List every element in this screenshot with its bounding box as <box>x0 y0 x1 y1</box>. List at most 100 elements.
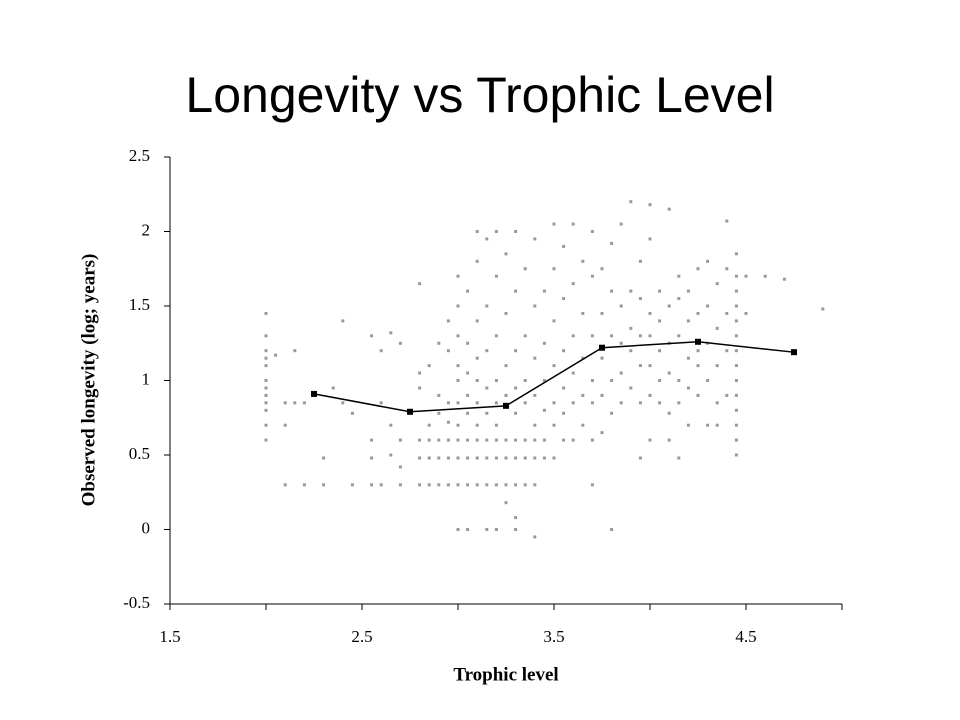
data-point <box>629 386 633 390</box>
data-point <box>475 230 479 233</box>
data-point <box>533 356 537 360</box>
data-point <box>734 423 738 427</box>
x-tick-label: 1.5 <box>159 627 180 646</box>
data-point <box>437 456 441 460</box>
data-point <box>466 438 470 442</box>
y-tick-label: 0 <box>142 518 151 537</box>
data-point <box>571 334 575 338</box>
data-point <box>686 423 690 427</box>
data-point <box>437 438 441 442</box>
data-point <box>533 304 537 308</box>
data-point <box>677 297 681 301</box>
x-tick-label: 2.5 <box>351 627 372 646</box>
data-point <box>648 334 652 338</box>
data-point <box>494 528 498 531</box>
data-point <box>485 411 489 415</box>
x-tick-label: 4.5 <box>735 627 756 646</box>
data-point <box>619 304 623 308</box>
data-point <box>456 423 460 427</box>
data-point <box>562 411 566 415</box>
data-point <box>437 483 441 487</box>
data-point <box>734 364 738 368</box>
data-point <box>533 456 537 460</box>
data-point <box>485 349 489 353</box>
data-point <box>648 203 652 207</box>
data-point <box>734 349 738 353</box>
y-tick-label: 1 <box>142 369 151 388</box>
data-point <box>533 237 537 241</box>
data-point <box>456 528 460 531</box>
data-point <box>523 379 527 382</box>
data-point <box>571 371 575 375</box>
data-point <box>734 438 738 442</box>
data-point <box>475 483 479 487</box>
data-point <box>427 423 431 427</box>
data-point <box>504 393 508 397</box>
data-point <box>446 349 450 353</box>
data-point <box>475 423 479 427</box>
data-point <box>370 456 374 460</box>
data-point <box>437 393 441 397</box>
data-point <box>610 379 614 382</box>
mean-marker <box>503 402 509 409</box>
data-point <box>600 356 604 360</box>
data-point <box>494 423 498 427</box>
data-point <box>638 456 642 460</box>
data-point <box>504 483 508 487</box>
data-point <box>590 379 594 382</box>
data-point <box>552 423 556 427</box>
data-point <box>619 371 623 375</box>
data-point <box>734 408 738 412</box>
mean-marker <box>311 390 317 397</box>
data-point <box>696 311 700 315</box>
data-point <box>715 401 719 405</box>
data-point <box>629 289 633 293</box>
data-point <box>514 456 518 460</box>
data-point <box>619 401 623 405</box>
data-point <box>504 438 508 442</box>
data-point <box>514 411 518 415</box>
data-point <box>734 252 738 256</box>
data-point <box>677 334 681 338</box>
data-point <box>514 528 518 531</box>
data-point <box>562 244 566 248</box>
data-point <box>725 219 729 223</box>
data-point <box>638 259 642 263</box>
data-point <box>590 334 594 338</box>
data-point <box>552 456 556 460</box>
data-point <box>734 274 738 278</box>
data-point <box>610 334 614 338</box>
data-point <box>658 401 662 405</box>
data-point <box>504 456 508 460</box>
data-point <box>696 393 700 397</box>
data-point <box>638 401 642 405</box>
data-point <box>542 456 546 460</box>
data-point <box>610 241 614 245</box>
data-point <box>571 282 575 286</box>
data-point <box>446 319 450 323</box>
data-point <box>734 289 738 293</box>
data-point <box>264 379 268 382</box>
data-point <box>734 319 738 323</box>
data-point <box>667 207 671 211</box>
data-point <box>706 304 710 308</box>
data-point <box>370 483 374 487</box>
data-point <box>590 401 594 405</box>
data-point <box>485 304 489 308</box>
data-point <box>562 297 566 301</box>
data-point <box>638 334 642 338</box>
data-point <box>504 501 508 505</box>
data-point <box>446 438 450 442</box>
data-point <box>466 483 470 487</box>
mean-marker <box>599 344 605 351</box>
y-tick-label: 2.5 <box>129 146 150 165</box>
data-point <box>418 438 422 442</box>
data-point <box>350 483 354 487</box>
data-point <box>542 408 546 412</box>
data-point <box>734 334 738 338</box>
data-point <box>648 393 652 397</box>
data-point <box>494 334 498 338</box>
data-point <box>514 230 518 233</box>
data-point <box>590 230 594 233</box>
data-point <box>658 349 662 353</box>
